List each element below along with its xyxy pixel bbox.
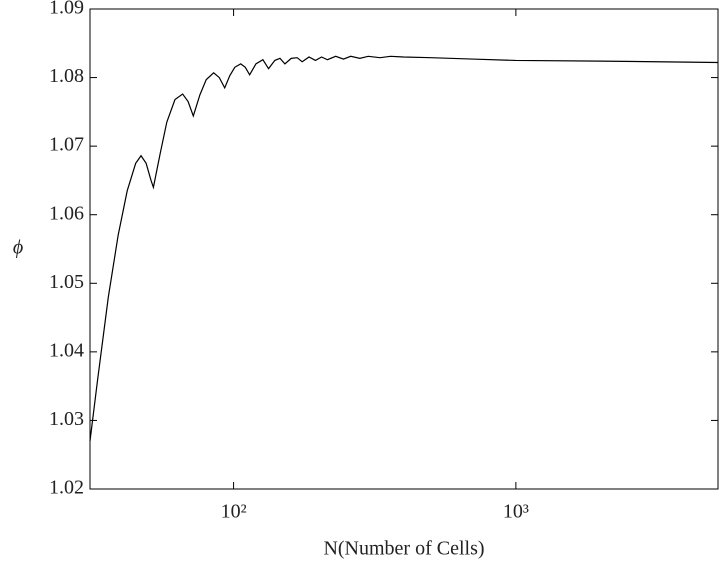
x-axis-label: N(Number of Cells) [323,538,484,560]
x-tick-label: 10² [221,501,247,523]
data-line [89,55,719,442]
y-tick-label: 1.02 [49,477,84,499]
y-tick-label: 1.03 [49,408,84,430]
y-axis-label: ϕ [13,237,23,259]
y-tick-label: 1.05 [49,271,84,293]
x-tick-label: 10³ [503,501,529,523]
y-tick-label: 1.04 [49,339,84,361]
y-tick-label: 1.09 [49,0,84,19]
y-tick-label: 1.06 [49,202,84,224]
y-tick-label: 1.08 [49,65,84,87]
plot-frame [89,8,719,490]
y-tick-label: 1.07 [49,134,84,156]
